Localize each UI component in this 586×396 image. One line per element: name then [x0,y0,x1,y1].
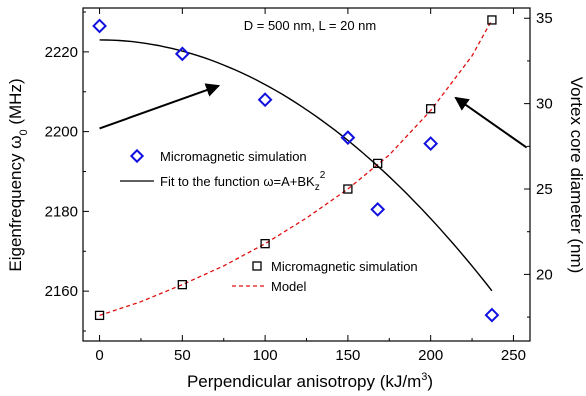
y-left-tick-label: 2160 [45,283,78,300]
y-right-tick-label: 30 [536,96,553,113]
y-right-tick-label: 20 [536,266,553,283]
diamond-point [174,46,190,62]
legend-fit-label: Fit to the function ω=A+BKz2 [160,170,326,193]
x-tick-label: 50 [174,347,191,364]
y-left-tick-label: 2220 [45,44,78,61]
x-axis-label: Perpendicular anisotropy (kJ/m3) [187,371,433,391]
square-point [343,184,353,194]
square-point [373,158,383,169]
y-left-tick-label: 2180 [45,203,78,220]
arrow-right [454,96,528,149]
legend-square-label: Micromagnetic simulation [271,259,418,274]
square-point [426,104,436,114]
diamond-point [257,92,273,108]
y-right-tick-label: 25 [536,181,553,198]
legend-diamond-marker [129,148,145,164]
square-point [94,310,105,321]
square-point [487,15,497,25]
x-tick-label: 250 [501,347,526,364]
fit-curve [99,39,493,292]
legend-bottom: Micromagnetic simulation Model [232,259,418,294]
diamond-point [340,130,356,146]
chart-annotation: D = 500 nm, L = 20 nm [244,18,376,33]
x-tick-label: 100 [253,347,278,364]
legend-top: Micromagnetic simulation Fit to the func… [120,148,326,193]
legend-square-marker [252,261,262,271]
x-tick-label: 150 [335,347,360,364]
diamond-point [423,136,439,152]
square-point [260,239,270,249]
x-tick-label: 0 [95,347,103,364]
square-point [177,279,187,290]
arrow-left [99,83,221,130]
model-curve [99,19,493,317]
ticks-layer: 0 50 100 150 200 250 2160 2180 2200 2220 20 25 30 35 [45,8,553,364]
diamond-point [484,307,500,323]
diamond-point [92,18,107,34]
x-tick-label: 200 [418,347,443,364]
legend-diamond-label: Micromagnetic simulation [160,149,307,164]
diamond-point [370,201,386,217]
y-left-axis-label: Eigenfrequency ω0 (MHz) [6,78,30,271]
y-left-tick-label: 2200 [45,124,78,141]
y-right-tick-label: 35 [536,10,553,27]
series-layer [92,15,528,323]
y-right-axis-label: Vortex core diameter (nm) [567,77,586,274]
legend-model-label: Model [271,279,307,294]
